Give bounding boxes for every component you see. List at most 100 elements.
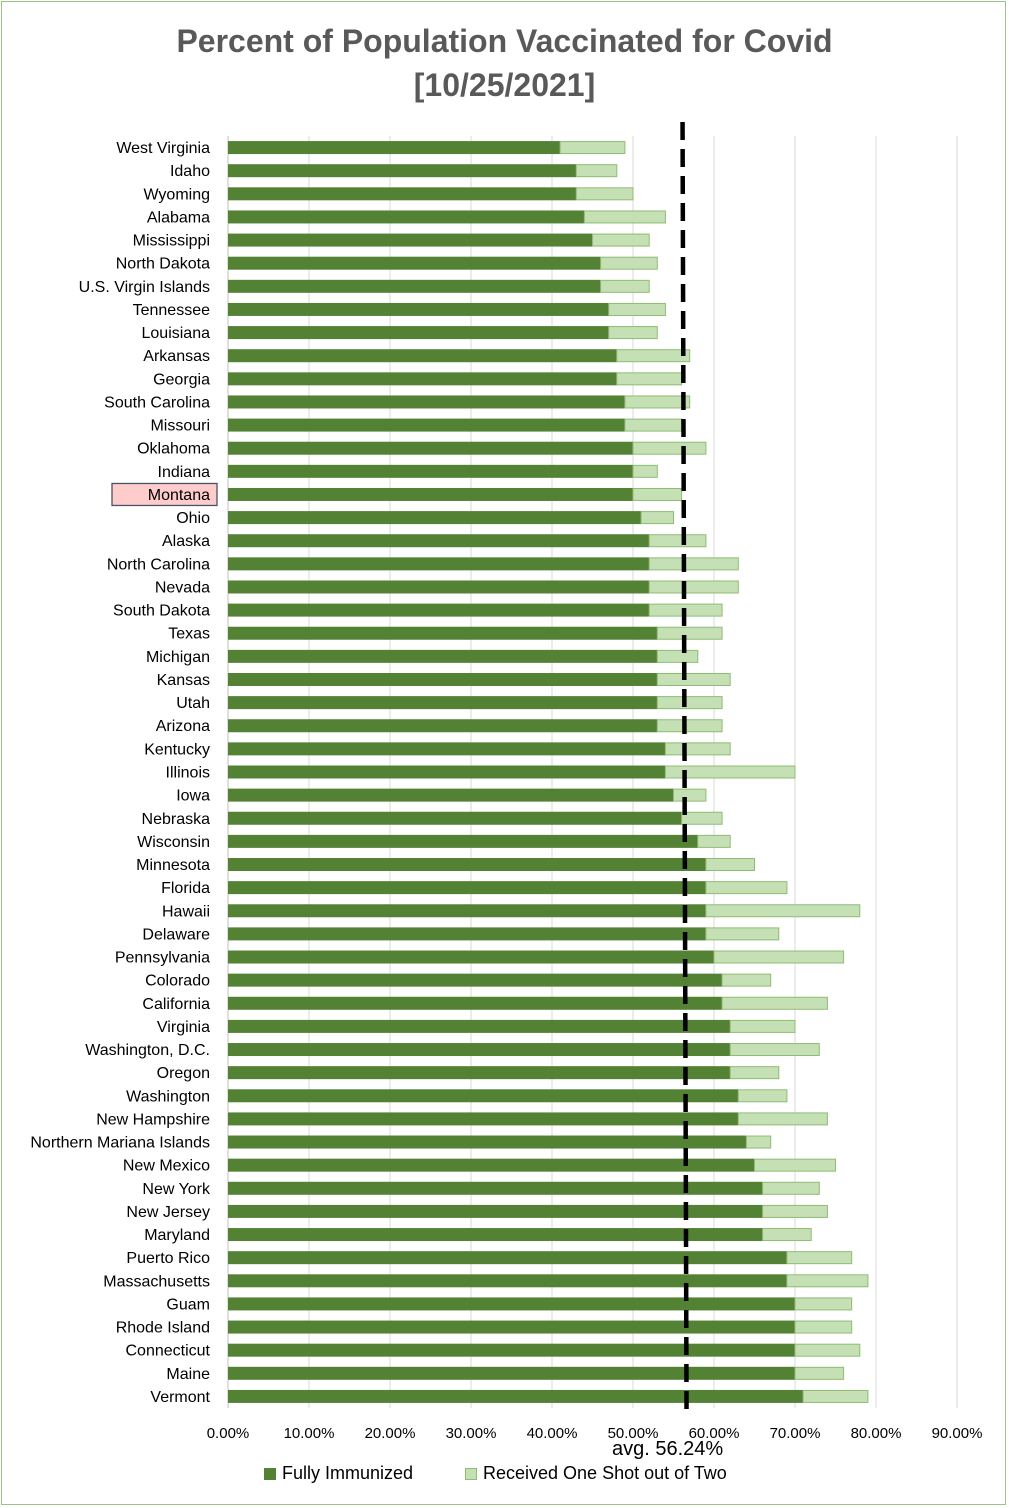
bar-fully-immunized <box>228 141 561 155</box>
category-label-new-jersey: New Jersey <box>126 1204 210 1221</box>
category-label-new-york: New York <box>142 1181 211 1198</box>
bar-fully-immunized <box>228 464 633 478</box>
legend-item-fully-immunized: Fully Immunized <box>264 1463 413 1484</box>
category-label-utah: Utah <box>176 695 210 712</box>
bar-fully-immunized <box>228 187 577 201</box>
bar-one-shot <box>616 372 683 386</box>
x-tick-label: 0.00% <box>207 1425 250 1442</box>
bar-one-shot <box>786 1251 853 1265</box>
bar-one-shot <box>656 672 731 686</box>
bar-one-shot <box>705 904 861 918</box>
bar-one-shot <box>583 210 666 224</box>
bar-one-shot <box>802 1389 869 1403</box>
bar-fully-immunized <box>228 834 698 848</box>
bar-fully-immunized <box>228 534 650 548</box>
bar-fully-immunized <box>228 904 706 918</box>
category-label-montana: Montana <box>148 487 210 504</box>
bar-fully-immunized <box>228 1343 795 1357</box>
chart-title: Percent of Population Vaccinated for Cov… <box>176 23 833 59</box>
bar-one-shot <box>559 141 626 155</box>
bar-fully-immunized <box>228 1251 787 1265</box>
bar-one-shot <box>794 1320 853 1334</box>
bar-fully-immunized <box>228 649 658 663</box>
x-tick-label: 80.00% <box>851 1425 902 1442</box>
bar-one-shot <box>713 950 845 964</box>
category-label-north-carolina: North Carolina <box>107 556 210 573</box>
highlight-box <box>111 482 218 507</box>
bar-fully-immunized <box>228 765 666 779</box>
category-label-hawaii: Hawaii <box>162 903 210 920</box>
category-label-puerto-rico: Puerto Rico <box>126 1250 210 1267</box>
bar-one-shot <box>794 1343 861 1357</box>
category-label-west-virginia: West Virginia <box>116 140 210 157</box>
bar-one-shot <box>656 696 723 710</box>
bar-one-shot <box>786 1274 869 1288</box>
category-label-pennsylvania: Pennsylvania <box>115 950 210 967</box>
bar-one-shot <box>632 487 683 501</box>
category-label-wyoming: Wyoming <box>143 186 210 203</box>
category-label-california: California <box>142 996 210 1013</box>
category-label-south-dakota: South Dakota <box>113 603 210 620</box>
bar-fully-immunized <box>228 1089 739 1103</box>
bar-fully-immunized <box>228 279 601 293</box>
bar-fully-immunized <box>228 719 658 733</box>
x-tick-label: 60.00% <box>689 1425 740 1442</box>
bar-one-shot <box>575 187 634 201</box>
category-label-new-mexico: New Mexico <box>123 1158 210 1175</box>
legend-label-fully-immunized: Fully Immunized <box>282 1463 414 1483</box>
bar-fully-immunized <box>228 210 585 224</box>
bar-one-shot <box>705 858 756 872</box>
average-label: avg. 56.24% <box>612 1438 724 1460</box>
bar-one-shot <box>721 996 828 1010</box>
bar-one-shot <box>754 1158 836 1172</box>
bar-one-shot <box>697 834 731 848</box>
category-label-texas: Texas <box>168 626 210 643</box>
bar-one-shot <box>624 418 683 432</box>
bar-fully-immunized <box>228 696 658 710</box>
bar-one-shot <box>664 765 796 779</box>
category-label-washington: Washington <box>126 1088 210 1105</box>
bar-one-shot <box>729 1066 780 1080</box>
legend-swatch-fully-immunized <box>264 1467 276 1480</box>
category-label-south-carolina: South Carolina <box>104 394 210 411</box>
category-label-florida: Florida <box>161 880 210 897</box>
bar-fully-immunized <box>228 580 650 594</box>
category-label-north-dakota: North Dakota <box>116 256 210 273</box>
category-label-minnesota: Minnesota <box>136 857 210 874</box>
bar-one-shot <box>640 511 674 525</box>
bar-one-shot <box>737 1089 788 1103</box>
category-label-oregon: Oregon <box>157 1065 210 1082</box>
bar-fully-immunized <box>228 950 714 964</box>
bar-one-shot <box>575 164 618 178</box>
bar-one-shot <box>737 1112 828 1126</box>
bar-fully-immunized <box>228 1066 731 1080</box>
bar-one-shot <box>794 1297 853 1311</box>
bar-fully-immunized <box>228 858 706 872</box>
category-label-oklahoma: Oklahoma <box>137 441 210 458</box>
category-label-wisconsin: Wisconsin <box>137 834 210 851</box>
bar-one-shot <box>592 233 650 247</box>
category-label-kansas: Kansas <box>157 672 210 689</box>
bar-fully-immunized <box>228 302 609 316</box>
category-label-massachusetts: Massachusetts <box>103 1273 210 1290</box>
category-label-illinois: Illinois <box>166 765 210 782</box>
bar-one-shot <box>705 881 788 895</box>
category-label-vermont: Vermont <box>150 1389 210 1406</box>
category-label-colorado: Colorado <box>145 973 210 990</box>
bar-fully-immunized <box>228 881 706 895</box>
bar-fully-immunized <box>228 1043 731 1057</box>
chart-subtitle: [10/25/2021] <box>413 67 596 103</box>
category-label-maryland: Maryland <box>144 1227 210 1244</box>
bar-one-shot <box>648 534 707 548</box>
bar-one-shot <box>729 1043 820 1057</box>
bar-fully-immunized <box>228 395 625 409</box>
bar-fully-immunized <box>228 742 666 756</box>
bar-fully-immunized <box>228 1228 763 1242</box>
bar-one-shot <box>681 811 723 825</box>
bar-fully-immunized <box>228 1204 763 1218</box>
category-label-nebraska: Nebraska <box>142 811 211 828</box>
bar-fully-immunized <box>228 1112 739 1126</box>
legend-item-one-shot: Received One Shot out of Two <box>465 1463 727 1484</box>
bar-fully-immunized <box>228 557 650 571</box>
